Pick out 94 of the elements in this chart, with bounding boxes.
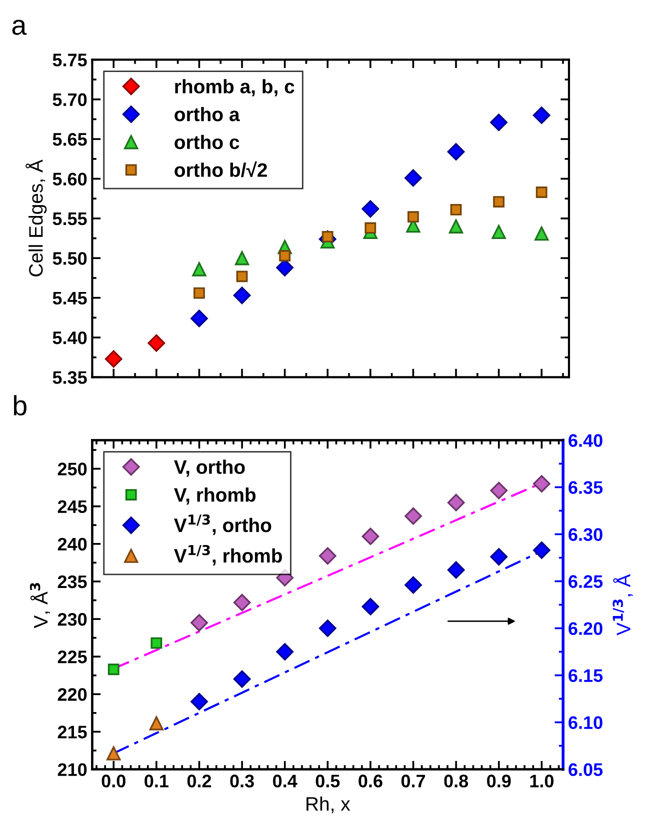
- y-tick-label: 5.45: [52, 292, 87, 305]
- point: [318, 620, 336, 637]
- point: [490, 482, 508, 500]
- point: [148, 334, 166, 352]
- point: [490, 548, 508, 566]
- point: [233, 286, 251, 304]
- y-tick-label: 5.70: [52, 93, 87, 106]
- point: [447, 494, 465, 512]
- point: [318, 547, 336, 565]
- y-axis-title: V, Å$^{3}$: [30, 582, 50, 628]
- legend-label: V, ortho: [174, 460, 245, 477]
- point: [534, 226, 549, 241]
- y2-tick-label: 6.15: [568, 669, 603, 682]
- point: [493, 196, 504, 208]
- y-tick-label: 5.55: [52, 212, 87, 226]
- x-tick-label: 0.9: [487, 774, 511, 788]
- y-tick-label: 5.60: [52, 172, 87, 186]
- legend-label: V, rhomb: [174, 487, 256, 505]
- y2-tick-label: 6.10: [568, 716, 602, 730]
- point: [106, 746, 121, 760]
- y2-tick-label: 6.35: [568, 481, 603, 494]
- x-tick-label: 0.7: [401, 774, 426, 788]
- chart-title: b: [14, 395, 26, 416]
- point: [536, 186, 548, 198]
- point: [362, 598, 380, 616]
- point: [362, 200, 380, 218]
- y-tick-label: 230: [58, 612, 87, 626]
- legend-label: V$^{1/3}$, rhomb: [174, 544, 282, 566]
- point: [490, 114, 508, 132]
- point: [408, 211, 419, 223]
- point: [533, 475, 550, 492]
- y-tick-label: 225: [58, 650, 87, 664]
- y-tick-label: 5.35: [52, 371, 87, 384]
- point: [190, 310, 208, 328]
- point: [236, 270, 248, 282]
- point: [233, 670, 251, 688]
- point: [492, 224, 506, 240]
- legend-label: ortho b/√2: [174, 161, 267, 178]
- point: [450, 204, 462, 216]
- y-tick-label: 5.40: [52, 331, 87, 344]
- x-tick-label: 1.0: [530, 774, 554, 788]
- y-tick-label: 215: [58, 726, 87, 738]
- y-tick-label: 220: [58, 688, 87, 701]
- y-tick-label: 245: [58, 500, 87, 514]
- point: [448, 219, 464, 234]
- x-tick-label: 0.0: [102, 774, 126, 788]
- point: [276, 643, 294, 660]
- point: [404, 576, 422, 594]
- y2-tick-label: 6.20: [568, 622, 602, 635]
- x-tick-label: 0.1: [144, 774, 168, 788]
- point: [279, 250, 290, 262]
- y2-tick-label: 6.40: [568, 434, 602, 447]
- x-axis-title: Rh, x: [306, 796, 350, 814]
- point: [190, 614, 208, 632]
- legend-label: ortho a: [174, 106, 240, 122]
- y2-tick-label: 6.05: [568, 763, 603, 776]
- point: [447, 143, 465, 160]
- y-tick-label: 5.65: [52, 133, 87, 146]
- legend-label: ortho c: [174, 134, 240, 150]
- point: [108, 664, 120, 676]
- y2-axis-title: V$^{1/3}$, Å: [612, 574, 633, 636]
- point: [149, 716, 164, 730]
- point: [233, 594, 251, 612]
- x-tick-label: 0.4: [273, 774, 298, 788]
- x-tick-label: 0.3: [230, 774, 254, 788]
- y-tick-label: 250: [58, 462, 87, 476]
- y-tick-label: 240: [58, 538, 87, 551]
- point: [190, 692, 208, 710]
- point: [447, 561, 465, 579]
- point: [192, 262, 206, 276]
- x-tick-label: 0.5: [316, 774, 340, 788]
- y-tick-label: 235: [58, 575, 87, 588]
- chart-title: a: [12, 20, 27, 35]
- x-tick-label: 0.2: [187, 774, 212, 788]
- y2-tick-label: 6.30: [568, 528, 602, 541]
- point: [362, 528, 380, 546]
- point: [104, 350, 122, 368]
- point: [194, 287, 205, 299]
- point: [150, 637, 162, 649]
- point: [533, 542, 550, 559]
- point: [404, 507, 422, 525]
- point: [364, 222, 376, 234]
- y2-tick-label: 6.25: [568, 575, 603, 588]
- point: [234, 251, 250, 266]
- y-tick-label: 210: [58, 763, 87, 776]
- x-tick-label: 0.6: [358, 774, 382, 788]
- y-tick-label: 5.50: [52, 252, 87, 265]
- x-tick-label: 0.8: [444, 774, 468, 788]
- point: [404, 169, 422, 187]
- y-axis-title: Cell Edges, Å: [26, 160, 47, 276]
- point: [532, 106, 550, 124]
- y-tick-label: 5.75: [52, 54, 87, 66]
- legend-label: V$^{1/3}$, ortho: [174, 514, 272, 535]
- legend-label: rhomb a, b, c: [175, 79, 294, 96]
